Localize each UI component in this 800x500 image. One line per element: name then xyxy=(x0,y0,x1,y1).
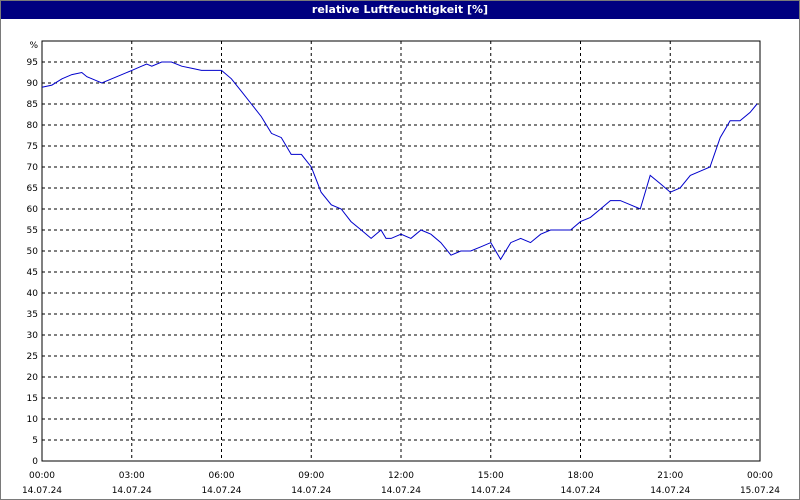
x-tick-date-label: 14.07.24 xyxy=(560,486,600,496)
y-tick-label: 55 xyxy=(27,226,38,236)
y-tick-label: 85 xyxy=(27,100,38,110)
y-tick-label: 95 xyxy=(27,58,38,68)
y-tick-label: 35 xyxy=(27,310,38,320)
x-tick-date-label: 14.07.24 xyxy=(22,486,62,496)
chart-title: relative Luftfeuchtigkeit [%] xyxy=(1,1,799,19)
x-tick-time-label: 00:00 xyxy=(29,471,55,481)
y-tick-label: 75 xyxy=(27,142,38,152)
y-tick-label: 65 xyxy=(27,184,38,194)
y-tick-label: 40 xyxy=(27,289,39,299)
y-tick-label: 50 xyxy=(27,247,39,257)
x-tick-time-label: 00:00 xyxy=(747,471,773,481)
x-tick-time-label: 06:00 xyxy=(209,471,235,481)
grid-lines xyxy=(42,41,760,461)
y-tick-label: 80 xyxy=(27,121,39,131)
y-axis-unit-label: % xyxy=(29,41,38,51)
x-tick-date-label: 14.07.24 xyxy=(381,486,421,496)
y-tick-label: 20 xyxy=(27,373,39,383)
x-tick-time-label: 21:00 xyxy=(657,471,683,481)
y-tick-label: 25 xyxy=(27,352,38,362)
y-tick-label: 15 xyxy=(27,394,38,404)
x-tick-time-label: 09:00 xyxy=(298,471,324,481)
x-tick-date-label: 14.07.24 xyxy=(201,486,241,496)
x-tick-time-label: 12:00 xyxy=(388,471,414,481)
y-tick-label: 70 xyxy=(27,163,39,173)
y-tick-label: 60 xyxy=(27,205,39,215)
y-tick-label: 0 xyxy=(32,457,38,467)
plot-area xyxy=(41,40,761,462)
humidity-series-line xyxy=(41,61,758,261)
x-axis-labels: 00:00 14.07.24 03:00 14.07.24 06:00 14.07.24 0… xyxy=(22,471,780,496)
x-tick-date-label: 14.07.24 xyxy=(471,486,511,496)
x-tick-date-label: 14.07.24 xyxy=(650,486,690,496)
y-tick-label: 10 xyxy=(27,415,39,425)
x-tick-date-label: 14.07.24 xyxy=(112,486,152,496)
y-tick-label: 5 xyxy=(32,436,38,446)
y-tick-label: 90 xyxy=(27,79,39,89)
x-tick-date-label: 15.07.24 xyxy=(740,486,780,496)
y-tick-label: 45 xyxy=(27,268,38,278)
x-tick-time-label: 15:00 xyxy=(478,471,504,481)
y-axis-labels: 0 5 10 15 20 25 30 35 40 45 50 55 60 65 70 75 80 85 90 95 xyxy=(27,58,39,467)
y-tick-label: 30 xyxy=(27,331,39,341)
x-tick-date-label: 14.07.24 xyxy=(291,486,331,496)
x-tick-time-label: 18:00 xyxy=(568,471,594,481)
x-tick-time-label: 03:00 xyxy=(119,471,145,481)
